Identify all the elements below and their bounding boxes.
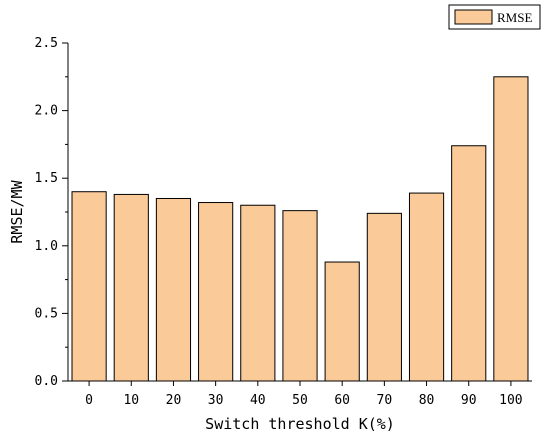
y-tick-label: 0.5 bbox=[35, 306, 58, 321]
bar-series-rmse bbox=[71, 76, 529, 382]
bar-100 bbox=[493, 76, 529, 382]
legend-label: RMSE bbox=[497, 10, 532, 25]
bar-90 bbox=[451, 145, 487, 382]
y-axis-title: RMSE/MW bbox=[8, 179, 26, 243]
y-tick-label: 2.0 bbox=[35, 104, 58, 119]
bar-80 bbox=[408, 192, 445, 382]
x-tick-label: 0 bbox=[85, 393, 93, 408]
y-tick-label: 2.5 bbox=[35, 36, 58, 51]
x-tick-label: 50 bbox=[292, 393, 308, 408]
x-tick-label: 80 bbox=[419, 393, 435, 408]
x-tick-label: 40 bbox=[250, 393, 266, 408]
x-tick-label: 10 bbox=[123, 393, 139, 408]
legend-swatch bbox=[454, 9, 493, 25]
bar-20 bbox=[155, 197, 192, 382]
x-tick-label: 30 bbox=[208, 393, 224, 408]
bar-40 bbox=[240, 204, 276, 382]
y-tick-label: 1.0 bbox=[35, 239, 58, 254]
bar-70 bbox=[366, 212, 402, 382]
x-axis-ticks: 0 10 20 30 40 50 60 70 80 90 100 bbox=[85, 381, 523, 408]
y-tick-label: 0.0 bbox=[35, 374, 58, 389]
x-tick-label: 90 bbox=[461, 393, 477, 408]
y-axis-ticks: 0.0 0.5 1.0 1.5 2.0 2.5 bbox=[35, 36, 68, 389]
x-axis-title: Switch threshold K(%) bbox=[205, 415, 395, 433]
x-tick-label: 100 bbox=[499, 393, 522, 408]
legend: RMSE bbox=[448, 4, 541, 30]
bar-50 bbox=[282, 210, 318, 382]
bar-30 bbox=[198, 202, 234, 382]
x-tick-label: 60 bbox=[334, 393, 350, 408]
y-tick-label: 1.5 bbox=[35, 171, 58, 186]
bar-60 bbox=[324, 261, 360, 382]
bar-0 bbox=[71, 191, 107, 382]
x-tick-label: 70 bbox=[377, 393, 393, 408]
bar-10 bbox=[113, 193, 149, 382]
x-tick-label: 20 bbox=[166, 393, 182, 408]
